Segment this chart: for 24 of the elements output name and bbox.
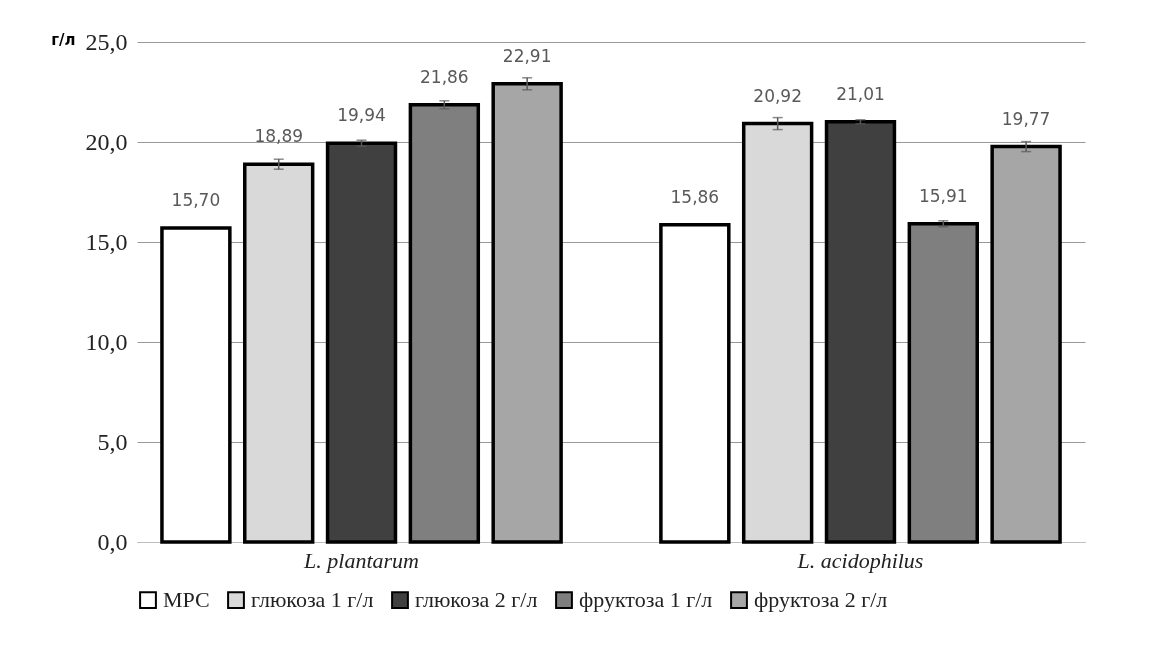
legend-label: фруктоза 1 г/л bbox=[579, 587, 713, 613]
y-axis-title: г/л bbox=[51, 30, 76, 49]
data-label: 15,86 bbox=[670, 186, 720, 207]
y-tick-label: 0,0 bbox=[97, 528, 128, 555]
data-label: 19,94 bbox=[337, 105, 386, 126]
legend-label: МРС bbox=[163, 587, 210, 613]
y-tick-label: 20,0 bbox=[85, 128, 128, 155]
y-tick-label: 15,0 bbox=[85, 228, 128, 255]
x-tick-label: L. plantarum bbox=[303, 547, 419, 573]
y-tick-label: 5,0 bbox=[97, 428, 128, 455]
data-label: 20,92 bbox=[753, 85, 802, 106]
legend-label: фруктоза 2 г/л bbox=[754, 587, 888, 613]
legend-label: глюкоза 1 г/л bbox=[251, 587, 374, 613]
data-label: 15,70 bbox=[171, 190, 221, 210]
data-label: 15,91 bbox=[918, 185, 968, 206]
data-label: 21,01 bbox=[836, 83, 885, 104]
x-tick-label: L. acidophilus bbox=[796, 547, 924, 573]
y-tick-label: 25,0 bbox=[85, 28, 128, 55]
data-label: 21,86 bbox=[420, 66, 469, 87]
data-label: 18,89 bbox=[254, 126, 304, 147]
data-label: 22,91 bbox=[502, 45, 552, 66]
y-tick-label: 10,0 bbox=[85, 328, 128, 355]
data-label: 19,77 bbox=[1001, 108, 1051, 129]
legend-label: глюкоза 2 г/л bbox=[415, 587, 538, 613]
